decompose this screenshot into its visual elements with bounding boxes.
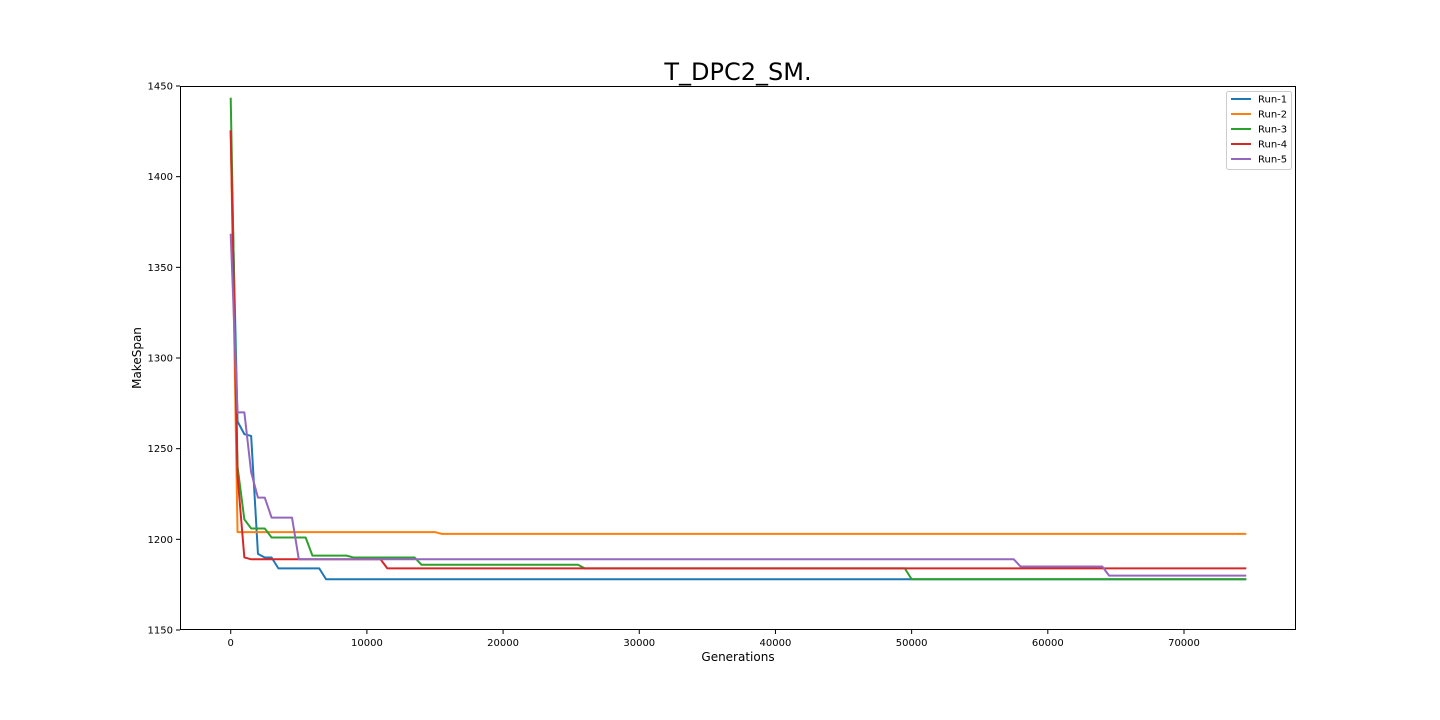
x-tick-label: 30000 — [623, 638, 655, 649]
x-tick-label: 60000 — [1032, 638, 1064, 649]
x-tick-label: 50000 — [896, 638, 928, 649]
legend-label-run-2: Run-2 — [1258, 110, 1287, 121]
series-lines — [229, 97, 1247, 581]
x-tick-label: 10000 — [351, 638, 383, 649]
chart-title: T_DPC2_SM. — [663, 58, 811, 86]
y-tick-label: 1250 — [148, 444, 173, 455]
x-tick-label: 40000 — [760, 638, 792, 649]
legend-label-run-5: Run-5 — [1258, 155, 1287, 166]
y-tick-label: 1200 — [148, 535, 173, 546]
series-line-run-5 — [229, 233, 1247, 577]
x-tick-label: 0 — [228, 638, 234, 649]
series-line-run-1 — [229, 130, 1247, 581]
legend-label-run-3: Run-3 — [1258, 125, 1287, 136]
x-axis-label: Generations — [701, 650, 774, 664]
axes-frame — [180, 86, 1296, 630]
legend: Run-1 Run-2 Run-3 Run-4 Run-5 — [1226, 91, 1292, 170]
y-axis-label: MakeSpan — [130, 327, 144, 389]
legend-label-run-4: Run-4 — [1258, 140, 1287, 151]
y-tick-label: 1350 — [148, 263, 173, 274]
plot-area: 0 10000 20000 30000 40000 50000 60000 70000 1150… — [148, 82, 1296, 649]
y-tick-label: 1150 — [148, 626, 173, 637]
x-tick-label: 70000 — [1168, 638, 1200, 649]
y-tick-label: 1450 — [148, 82, 173, 93]
x-tick-label: 20000 — [487, 638, 519, 649]
y-tick-label: 1300 — [148, 354, 173, 365]
series-line-run-4 — [229, 130, 1247, 570]
y-tick-label: 1400 — [148, 172, 173, 183]
legend-box — [1226, 91, 1292, 170]
legend-label-run-1: Run-1 — [1258, 95, 1287, 106]
